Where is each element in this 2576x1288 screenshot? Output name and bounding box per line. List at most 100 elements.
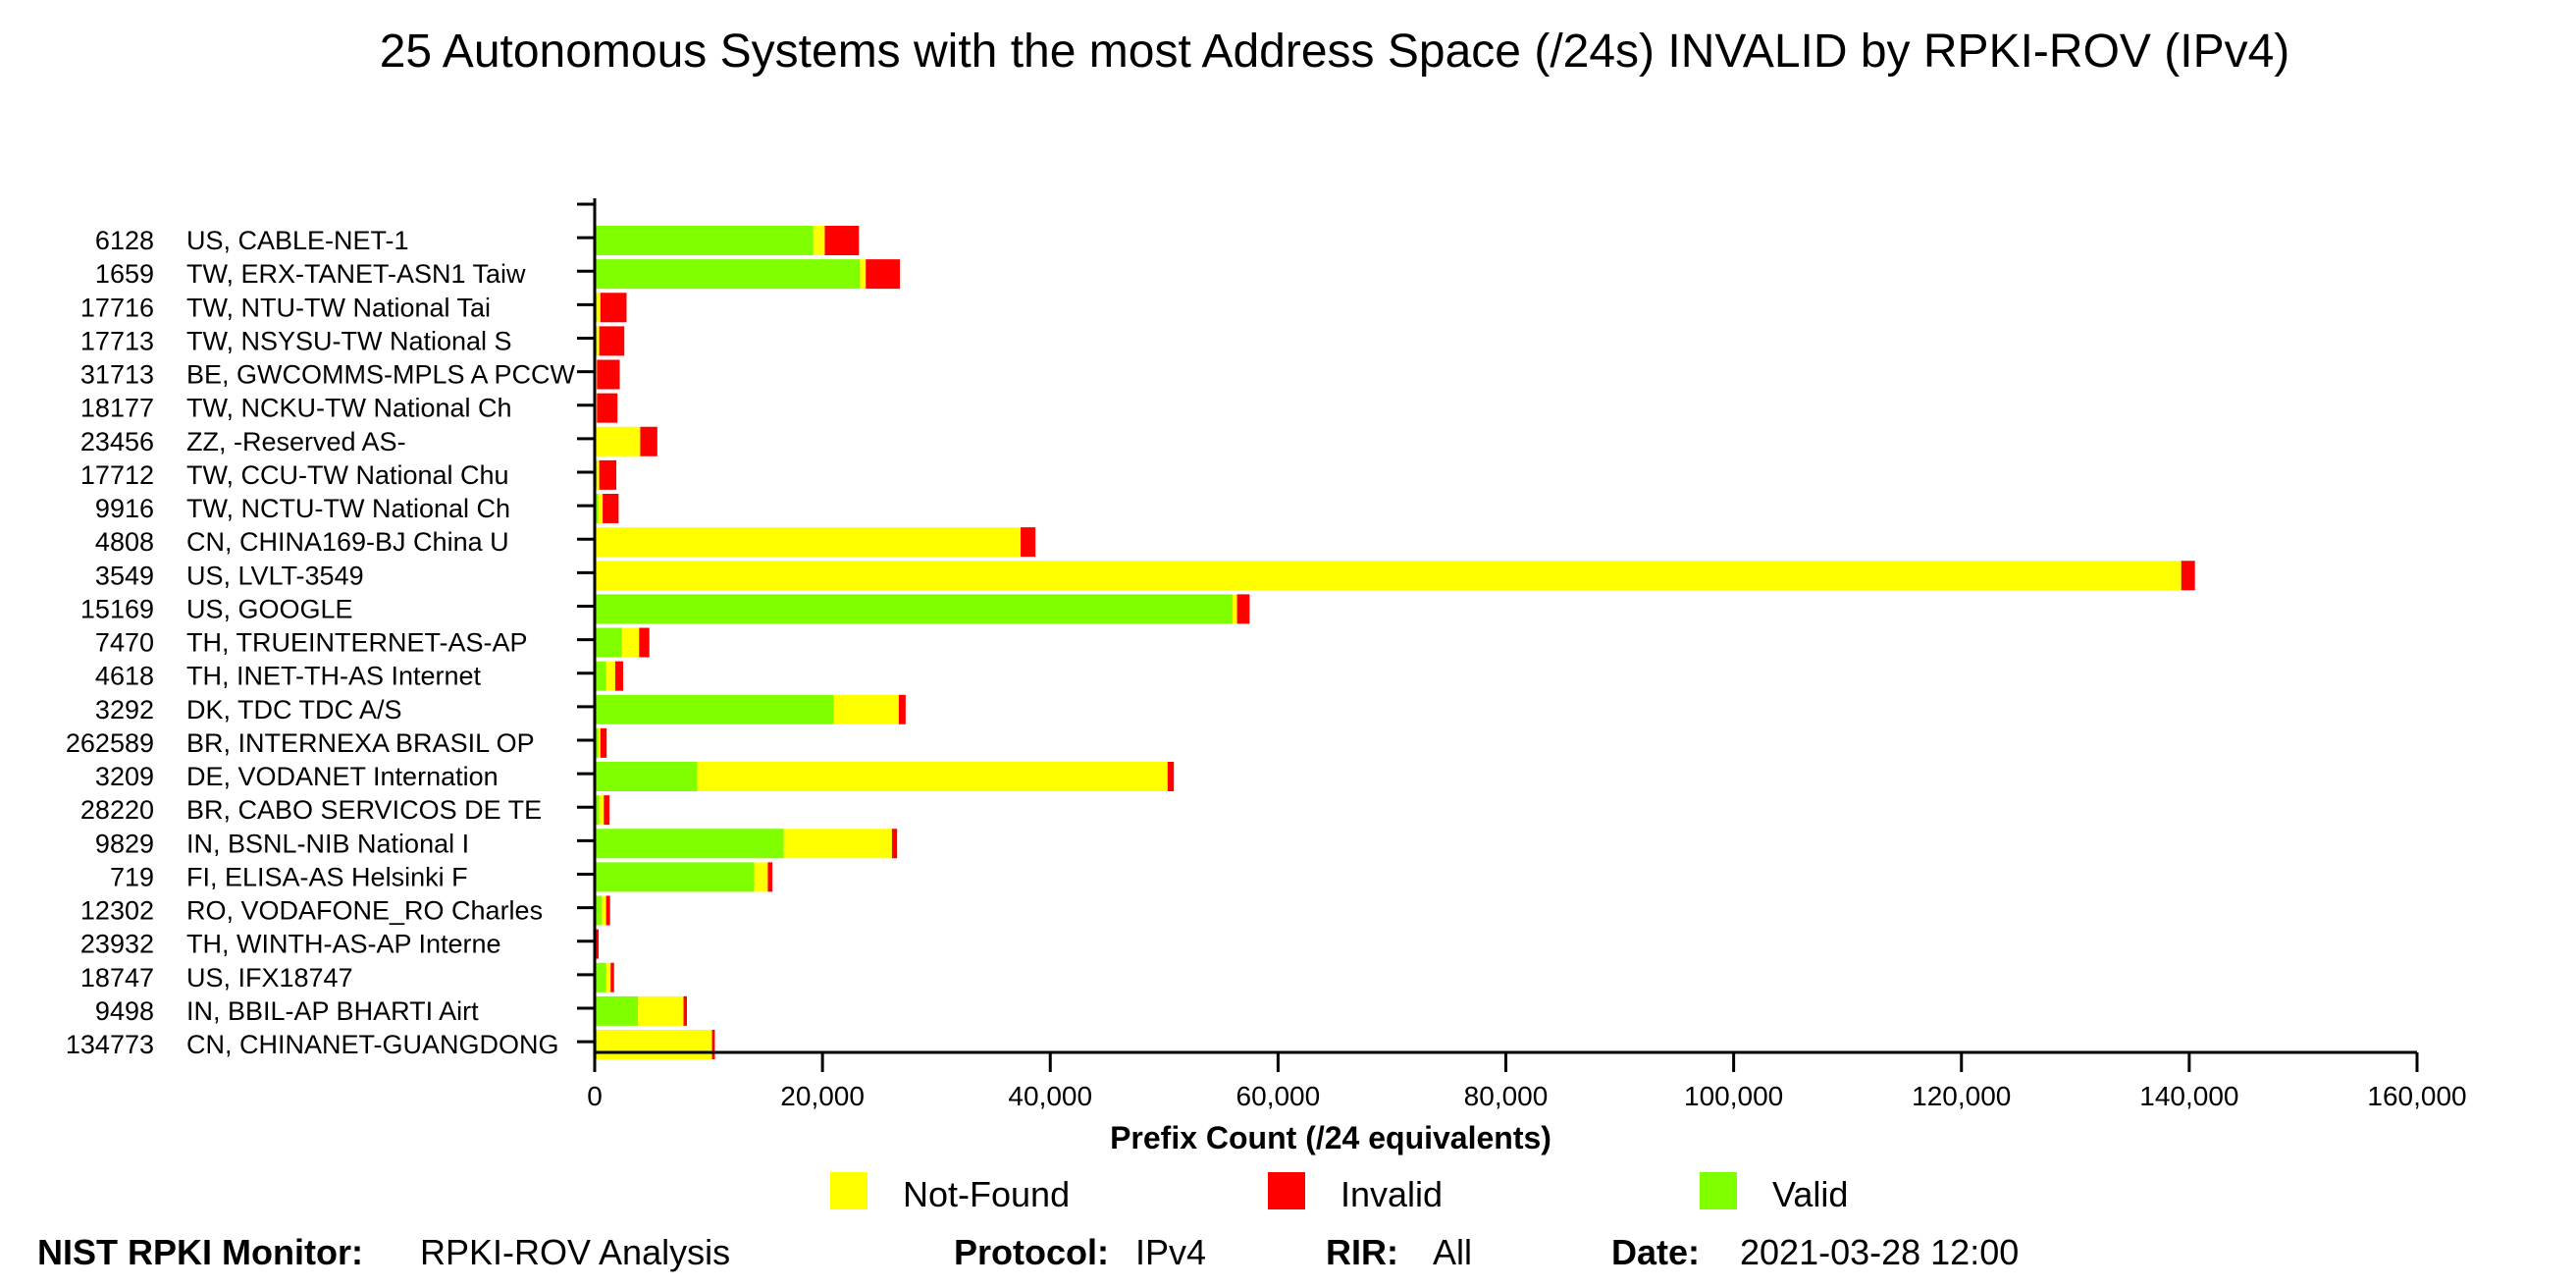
category-name-label: US, IFX18747 xyxy=(186,963,353,993)
x-tick-label: 140,000 xyxy=(2139,1081,2238,1111)
category-name-label: TH, WINTH-AS-AP Interne xyxy=(186,930,501,959)
category-name-label: TW, CCU-TW National Chu xyxy=(186,460,509,490)
x-tick-label: 120,000 xyxy=(1912,1081,2011,1111)
bar-segment-not-found xyxy=(595,426,641,456)
bar-segment-not-found xyxy=(813,226,825,255)
bar-segment-valid xyxy=(595,762,698,791)
bar-segment-valid xyxy=(595,862,755,892)
bars xyxy=(595,226,2195,1059)
legend-swatch-not-found xyxy=(830,1172,867,1209)
bar-segment-not-found xyxy=(596,527,1022,558)
category-asn-label: 3549 xyxy=(95,561,154,590)
footer: NIST RPKI Monitor: RPKI-ROV Analysis Pro… xyxy=(37,1232,2019,1272)
bar-segment-invalid xyxy=(711,1030,715,1059)
category-name-label: US, CABLE-NET-1 xyxy=(186,226,409,255)
footer-rir-value: All xyxy=(1433,1232,1472,1272)
category-labels: 6128 US, CABLE-NET-1 1659 TW, ERX-TANET-ASN… xyxy=(66,226,576,1059)
bar-segment-invalid xyxy=(898,694,906,724)
bar-segment-invalid xyxy=(1021,527,1036,558)
bar-segment-invalid xyxy=(599,326,625,356)
bar-segment-valid xyxy=(595,795,600,826)
footer-monitor-value: RPKI-ROV Analysis xyxy=(420,1232,730,1272)
category-asn-label: 12302 xyxy=(80,896,154,926)
bar-segment-not-found xyxy=(638,995,684,1026)
category-name-label: US, LVLT-3549 xyxy=(186,561,364,590)
footer-protocol-value: IPv4 xyxy=(1135,1232,1206,1272)
category-name-label: TW, NCTU-TW National Ch xyxy=(186,494,510,523)
category-asn-label: 134773 xyxy=(66,1030,154,1059)
bar-segment-invalid xyxy=(595,929,600,959)
bar-segment-invalid xyxy=(605,895,610,926)
category-name-label: CN, CHINA169-BJ China U xyxy=(186,527,509,557)
bar-segment-valid xyxy=(595,995,639,1026)
bar-segment-not-found xyxy=(599,795,605,826)
x-tick-label: 100,000 xyxy=(1684,1081,1783,1111)
bar-segment-invalid xyxy=(866,259,901,290)
x-tick-label: 0 xyxy=(587,1081,603,1111)
category-asn-label: 4808 xyxy=(95,527,154,557)
bar-segment-invalid xyxy=(767,862,773,892)
category-asn-label: 23932 xyxy=(80,930,154,959)
bar-segment-valid xyxy=(595,829,784,859)
bar-segment-invalid xyxy=(639,627,650,658)
category-name-label: TW, NCKU-TW National Ch xyxy=(186,394,512,423)
bar-segment-not-found xyxy=(860,259,867,290)
legend-label-invalid: Invalid xyxy=(1341,1174,1443,1214)
category-asn-label: 28220 xyxy=(80,795,154,825)
legend-swatch-invalid xyxy=(1268,1172,1305,1209)
footer-date-value: 2021-03-28 12:00 xyxy=(1740,1232,2019,1272)
footer-protocol-label: Protocol: xyxy=(954,1232,1109,1272)
category-name-label: BE, GWCOMMS-MPLS A PCCW xyxy=(186,360,576,390)
category-name-label: TW, NSYSU-TW National S xyxy=(186,326,512,355)
bar-segment-valid xyxy=(595,259,861,290)
category-name-label: IN, BSNL-NIB National I xyxy=(186,829,469,858)
category-name-label: RO, VODAFONE_RO Charles xyxy=(186,896,543,926)
bar-segment-not-found xyxy=(597,459,600,490)
bar-segment-not-found xyxy=(597,1030,712,1059)
bar-segment-valid xyxy=(595,627,622,658)
bar-segment-not-found xyxy=(754,862,768,892)
legend-label-not-found: Not-Found xyxy=(903,1174,1070,1214)
x-tick-label: 80,000 xyxy=(1464,1081,1549,1111)
bar-segment-not-found xyxy=(621,627,640,658)
x-tick-label: 40,000 xyxy=(1008,1081,1092,1111)
bar-segment-invalid xyxy=(610,962,614,993)
bar-segment-not-found xyxy=(601,895,606,926)
bar-segment-valid xyxy=(595,661,606,691)
bar-segment-not-found xyxy=(605,661,615,691)
bar-segment-valid xyxy=(595,727,599,758)
category-asn-label: 17713 xyxy=(80,326,154,355)
category-asn-label: 9916 xyxy=(95,494,154,523)
category-name-label: DE, VODANET Internation xyxy=(186,762,499,791)
bar-segment-not-found xyxy=(783,829,892,859)
bar-segment-valid xyxy=(595,962,606,993)
category-asn-label: 18177 xyxy=(80,394,154,423)
bar-segment-invalid xyxy=(1167,762,1175,791)
x-axis-title: Prefix Count (/24 equivalents) xyxy=(1110,1120,1551,1155)
bar-segment-invalid xyxy=(597,359,620,390)
category-asn-label: 719 xyxy=(110,862,154,891)
bar-segment-not-found xyxy=(833,694,899,724)
footer-date-label: Date: xyxy=(1611,1232,1700,1272)
category-asn-label: 6128 xyxy=(95,226,154,255)
x-tick-label: 60,000 xyxy=(1236,1081,1321,1111)
category-asn-label: 15169 xyxy=(80,594,154,623)
bar-segment-valid xyxy=(595,594,1233,624)
footer-monitor-label: NIST RPKI Monitor: xyxy=(37,1232,363,1272)
category-asn-label: 262589 xyxy=(66,728,154,758)
bar-segment-not-found xyxy=(595,561,2182,591)
legend: Not-Found Invalid Valid xyxy=(830,1172,1848,1214)
category-name-label: FI, ELISA-AS Helsinki F xyxy=(186,862,468,891)
category-asn-label: 17712 xyxy=(80,460,154,490)
category-name-label: US, GOOGLE xyxy=(186,594,353,623)
x-tick-label: 160,000 xyxy=(2367,1081,2466,1111)
legend-label-valid: Valid xyxy=(1772,1174,1848,1214)
bar-segment-invalid xyxy=(600,293,627,323)
bar-segment-invalid xyxy=(824,226,860,255)
bar-segment-invalid xyxy=(597,393,618,423)
category-asn-label: 18747 xyxy=(80,963,154,993)
category-asn-label: 3292 xyxy=(95,695,154,724)
category-asn-label: 9498 xyxy=(95,996,154,1026)
category-name-label: TW, NTU-TW National Tai xyxy=(186,293,491,322)
